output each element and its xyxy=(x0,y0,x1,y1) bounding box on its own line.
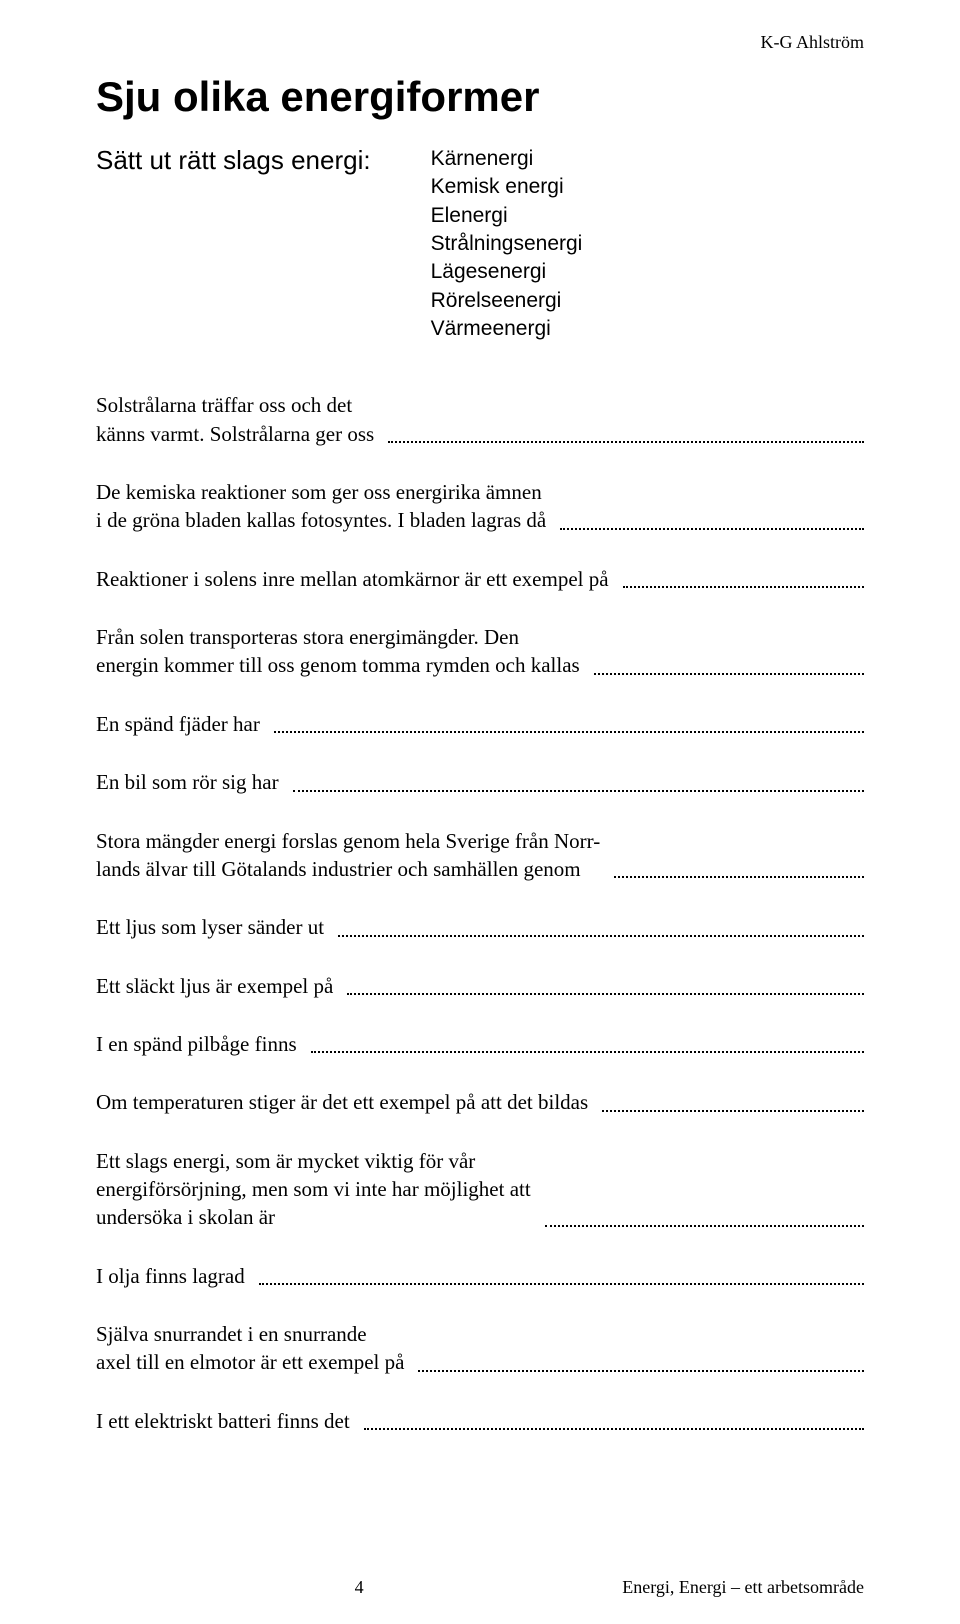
answer-line xyxy=(259,1283,864,1285)
answer-line xyxy=(338,935,864,937)
answer-line xyxy=(274,731,864,733)
question-row: Stora mängder energi forslas genom hela … xyxy=(96,827,864,884)
question-row: Ett slags energi, som är mycket viktig f… xyxy=(96,1147,864,1232)
question-row: Ett ljus som lyser sänder ut xyxy=(96,913,864,941)
energy-type-item: Värmeenergi xyxy=(431,315,583,343)
answer-line xyxy=(560,528,864,530)
energy-type-list: Kärnenergi Kemisk energi Elenergi Stråln… xyxy=(431,145,583,343)
page-footer: 4 Energi, Energi – ett arbetsområde xyxy=(96,1577,864,1598)
question-prompt: De kemiska reaktioner som ger oss energi… xyxy=(96,478,546,535)
question-row: Ett släckt ljus är exempel på xyxy=(96,972,864,1000)
question-prompt: I ett elektriskt batteri finns det xyxy=(96,1407,350,1435)
question-row: I en spänd pilbåge finns xyxy=(96,1030,864,1058)
answer-line xyxy=(311,1051,864,1053)
question-row: En bil som rör sig har xyxy=(96,768,864,796)
question-row: En spänd fjäder har xyxy=(96,710,864,738)
answer-line xyxy=(602,1110,864,1112)
energy-type-item: Lägesenergi xyxy=(431,258,583,286)
footer-page-number: 4 xyxy=(355,1577,364,1598)
page: K-G Ahlström Sju olika energiformer Sätt… xyxy=(0,0,960,1624)
energy-type-item: Kemisk energi xyxy=(431,173,583,201)
question-prompt: Ett slags energi, som är mycket viktig f… xyxy=(96,1147,531,1232)
answer-line xyxy=(388,441,864,443)
question-row: Reaktioner i solens inre mellan atomkärn… xyxy=(96,565,864,593)
question-row: I olja finns lagrad xyxy=(96,1262,864,1290)
question-row: Om temperaturen stiger är det ett exempe… xyxy=(96,1088,864,1116)
question-prompt: Ett släckt ljus är exempel på xyxy=(96,972,333,1000)
question-prompt: En bil som rör sig har xyxy=(96,768,279,796)
energy-type-item: Strålningsenergi xyxy=(431,230,583,258)
answer-line xyxy=(623,586,864,588)
question-row: I ett elektriskt batteri finns det xyxy=(96,1407,864,1435)
question-prompt: En spänd fjäder har xyxy=(96,710,260,738)
energy-type-item: Rörelseenergi xyxy=(431,287,583,315)
answer-line xyxy=(594,673,864,675)
question-row: De kemiska reaktioner som ger oss energi… xyxy=(96,478,864,535)
question-row: Från solen transporteras stora energimän… xyxy=(96,623,864,680)
question-prompt: Solstrålarna träffar oss och det känns v… xyxy=(96,391,374,448)
subtitle-row: Sätt ut rätt slags energi: Kärnenergi Ke… xyxy=(96,145,864,343)
subtitle: Sätt ut rätt slags energi: xyxy=(96,145,371,176)
question-prompt: Ett ljus som lyser sänder ut xyxy=(96,913,324,941)
question-row: Själva snurrandet i en snurrande axel ti… xyxy=(96,1320,864,1377)
answer-line xyxy=(545,1225,864,1227)
question-prompt: Reaktioner i solens inre mellan atomkärn… xyxy=(96,565,609,593)
question-prompt: I olja finns lagrad xyxy=(96,1262,245,1290)
question-prompt: Från solen transporteras stora energimän… xyxy=(96,623,580,680)
question-prompt: Om temperaturen stiger är det ett exempe… xyxy=(96,1088,588,1116)
answer-line xyxy=(364,1428,864,1430)
answer-line xyxy=(614,876,864,878)
answer-line xyxy=(418,1370,864,1372)
energy-type-item: Elenergi xyxy=(431,202,583,230)
answer-line xyxy=(293,790,864,792)
questions-block: Solstrålarna träffar oss och det känns v… xyxy=(96,391,864,1435)
question-prompt: I en spänd pilbåge finns xyxy=(96,1030,297,1058)
answer-line xyxy=(347,993,864,995)
page-title: Sju olika energiformer xyxy=(96,73,864,121)
header-author: K-G Ahlström xyxy=(96,32,864,53)
question-row: Solstrålarna träffar oss och det känns v… xyxy=(96,391,864,448)
question-prompt: Stora mängder energi forslas genom hela … xyxy=(96,827,600,884)
energy-type-item: Kärnenergi xyxy=(431,145,583,173)
footer-right-text: Energi, Energi – ett arbetsområde xyxy=(622,1577,864,1598)
question-prompt: Själva snurrandet i en snurrande axel ti… xyxy=(96,1320,404,1377)
